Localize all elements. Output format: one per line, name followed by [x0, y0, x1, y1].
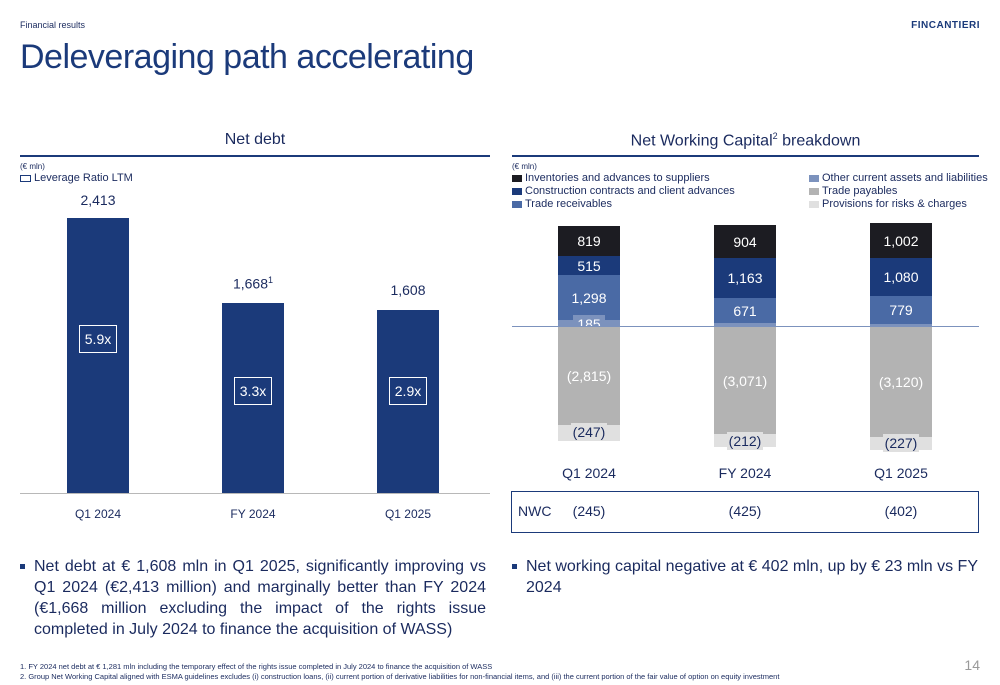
- nwc-zero-line: [512, 326, 979, 327]
- nwc-x-label: FY 2024: [718, 465, 772, 481]
- nwc-x-label: Q1 2025: [874, 465, 928, 481]
- legend-label: Construction contracts and client advanc…: [525, 185, 735, 197]
- bullet-marker: [512, 564, 517, 569]
- net-debt-x-label: FY 2024: [230, 507, 276, 521]
- legend-payables: Trade payables: [809, 185, 897, 197]
- net-debt-value-fy-2024-text: 1,668: [232, 275, 269, 292]
- nwc-seg-receivables-q1-2024: 1,298: [558, 275, 620, 320]
- nwc-unit: (€ mln): [512, 162, 537, 171]
- nwc-seg-construction-fy-2024: 1,163: [714, 258, 776, 298]
- net-debt-x-label: Q1 2024: [74, 507, 122, 521]
- legend-label: Provisions for risks & charges: [822, 198, 967, 210]
- nwc-title-main: Net Working Capital: [630, 132, 773, 150]
- net-debt-bar-fy-2024: [222, 303, 284, 493]
- nwc-total-q1-2024: (245): [572, 503, 606, 519]
- nwc-seg-inventories-q1-2025: 1,002: [870, 223, 932, 258]
- nwc-title-rule: [512, 155, 979, 157]
- leverage-ratio-q1-2024: 5.9x: [79, 325, 117, 353]
- nwc-seg-payables-fy-2024: (3,071): [714, 327, 776, 434]
- legend-swatch: [809, 187, 819, 195]
- net-debt-axis: [20, 493, 490, 494]
- nwc-seg-provisions-fy-2024: (212): [727, 432, 763, 450]
- nwc-bullet: Net working capital negative at € 402 ml…: [512, 556, 978, 598]
- footnote-ref-2: 2: [772, 131, 778, 141]
- leverage-ratio-q1-2025: 2.9x: [389, 377, 427, 405]
- nwc-seg-provisions-q1-2024: (247): [571, 423, 607, 441]
- leverage-legend-swatch: [20, 174, 31, 182]
- legend-swatch: [512, 187, 522, 195]
- section-label: Financial results: [20, 20, 86, 30]
- net-debt-bar-q1-2024: [67, 218, 129, 493]
- page-title: Deleveraging path accelerating: [20, 38, 474, 76]
- nwc-seg-receivables-fy-2024: 671: [714, 298, 776, 323]
- nwc-title: Net Working Capital2 breakdown: [512, 131, 979, 150]
- nwc-seg-receivables-q1-2025: 779: [870, 296, 932, 324]
- nwc-seg-inventories-fy-2024: 904: [714, 225, 776, 258]
- net-debt-bar-q1-2025: [377, 310, 439, 493]
- legend-provisions: Provisions for risks & charges: [809, 198, 967, 210]
- legend-inventories: Inventories and advances to suppliers: [512, 172, 710, 184]
- nwc-seg-construction-q1-2025: 1,080: [870, 258, 932, 296]
- nwc-bullet-text: Net working capital negative at € 402 ml…: [526, 558, 978, 596]
- bullet-marker: [20, 564, 25, 569]
- legend-swatch: [512, 200, 522, 208]
- net-debt-bullet-text: Net debt at € 1,608 mln in Q1 2025, sign…: [34, 558, 486, 638]
- legend-swatch: [809, 174, 819, 182]
- page-number: 14: [964, 657, 980, 673]
- leverage-legend-label: Leverage Ratio LTM: [34, 172, 133, 184]
- legend-swatch: [512, 174, 522, 182]
- nwc-seg-provisions-q1-2025: (227): [883, 434, 919, 452]
- net-debt-value-q1-2024: 2,413: [80, 192, 116, 208]
- legend-label: Inventories and advances to suppliers: [525, 172, 710, 184]
- footnote-ref-1: 1: [268, 275, 274, 285]
- net-debt-value-fy-2024: 1,6681: [212, 275, 294, 292]
- net-debt-unit: (€ mln): [20, 162, 45, 171]
- net-debt-bullet: Net debt at € 1,608 mln in Q1 2025, sign…: [20, 556, 486, 640]
- nwc-total-fy-2024: (425): [728, 503, 762, 519]
- net-debt-title-rule: [20, 155, 490, 157]
- nwc-seg-payables-q1-2024: (2,815): [558, 327, 620, 425]
- legend-other: Other current assets and liabilities: [809, 172, 988, 184]
- legend-label: Trade receivables: [525, 198, 613, 210]
- net-debt-x-label: Q1 2025: [384, 507, 432, 521]
- footnote-1: 1. FY 2024 net debt at € 1,281 mln inclu…: [20, 662, 493, 671]
- legend-label: Trade payables: [822, 185, 898, 197]
- nwc-title-suffix: breakdown: [777, 132, 861, 150]
- net-debt-value-q1-2025: 1,608: [390, 282, 426, 298]
- net-debt-title: Net debt: [224, 131, 286, 148]
- nwc-totals-box: [511, 491, 979, 533]
- footnote-2: 2. Group Net Working Capital aligned wit…: [20, 672, 780, 681]
- nwc-x-label: Q1 2024: [562, 465, 616, 481]
- leverage-legend: Leverage Ratio LTM: [20, 172, 133, 184]
- legend-label: Other current assets and liabilities: [822, 172, 988, 184]
- nwc-total-label: NWC: [518, 503, 552, 519]
- leverage-ratio-fy-2024: 3.3x: [234, 377, 272, 405]
- nwc-seg-inventories-q1-2024: 819: [558, 226, 620, 256]
- nwc-seg-other-bar-fy-2024: [714, 323, 776, 327]
- legend-receivables: Trade receivables: [512, 198, 612, 210]
- legend-construction: Construction contracts and client advanc…: [512, 185, 735, 197]
- nwc-seg-other-bar-q1-2025: [870, 324, 932, 327]
- brand-logo: FINCANTIERI: [911, 20, 980, 31]
- nwc-seg-payables-q1-2025: (3,120): [870, 327, 932, 437]
- nwc-total-q1-2025: (402): [884, 503, 918, 519]
- nwc-seg-construction-q1-2024: 515: [558, 256, 620, 275]
- legend-swatch: [809, 200, 819, 208]
